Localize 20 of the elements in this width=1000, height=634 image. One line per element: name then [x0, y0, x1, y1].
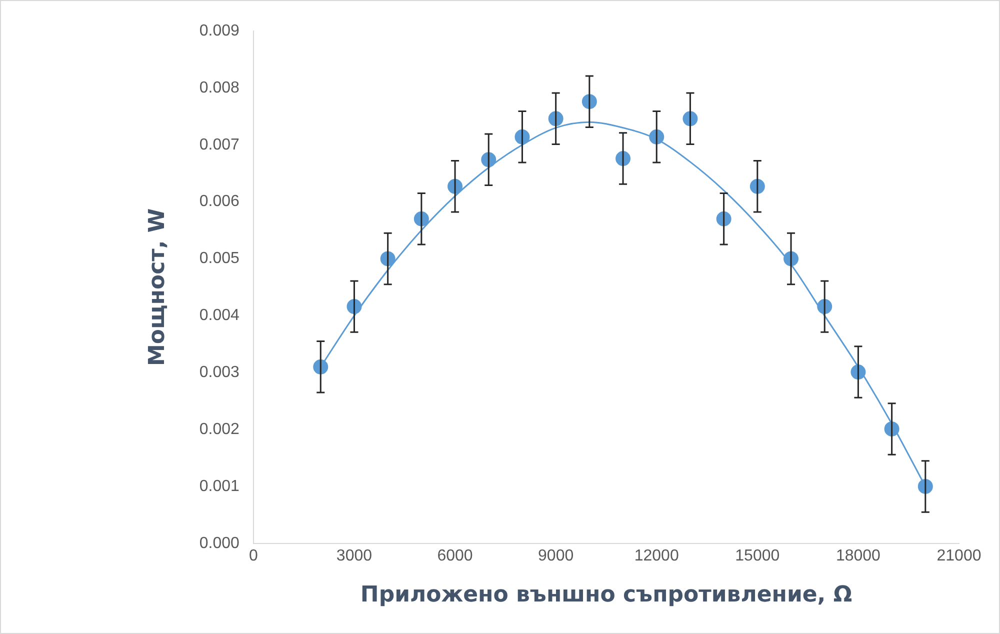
x-tick-label: 18000 [836, 547, 881, 564]
y-tick-label: 0.009 [199, 22, 240, 40]
x-tick-label: 3000 [336, 547, 372, 564]
y-tick-label: 0.001 [199, 478, 240, 495]
y-axis-title: Мощност, W [144, 208, 170, 366]
x-tick-label: 12000 [634, 547, 679, 564]
y-tick-label: 0.007 [199, 136, 240, 154]
y-tick-label: 0.005 [199, 250, 240, 268]
x-tick-label: 0 [248, 547, 258, 564]
y-tick-label: 0.008 [199, 79, 240, 96]
y-tick-label: 0.002 [199, 420, 240, 438]
x-tick-label: 6000 [437, 547, 473, 564]
x-tick-label: 9000 [538, 547, 574, 564]
y-tick-label: 0.006 [199, 193, 240, 210]
y-tick-label: 0.000 [199, 534, 240, 552]
x-tick-label: 15000 [735, 547, 780, 564]
x-tick-label: 21000 [936, 547, 982, 564]
y-tick-label: 0.003 [199, 364, 240, 382]
y-tick-label: 0.004 [199, 307, 240, 324]
x-axis-title: Приложено външно съпротивление, Ω [360, 582, 852, 608]
